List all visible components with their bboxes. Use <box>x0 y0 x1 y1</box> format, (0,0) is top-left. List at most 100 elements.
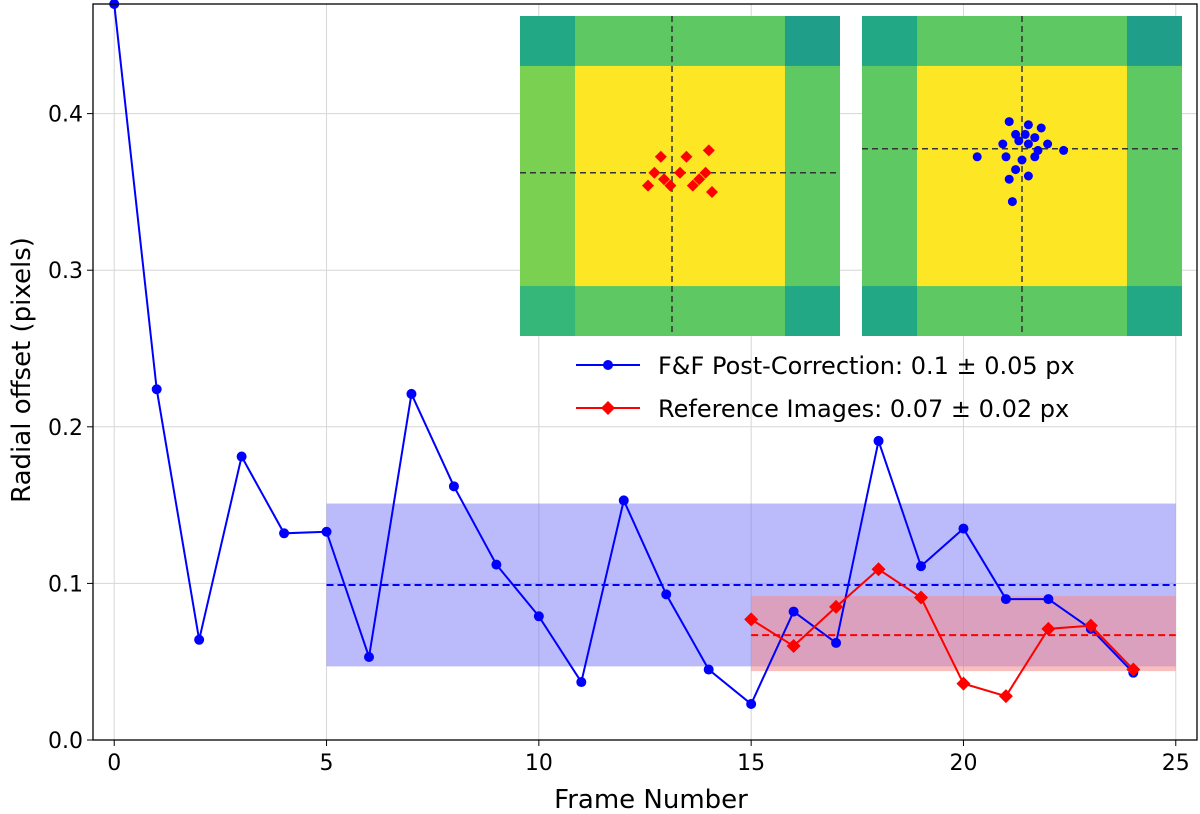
inset-point <box>1011 165 1021 175</box>
fnf-point <box>1043 594 1054 605</box>
fnf-point <box>703 664 714 675</box>
reference-point <box>956 676 971 691</box>
reference-error-band <box>751 595 1176 672</box>
fnf-point <box>151 384 162 395</box>
inset-point <box>1043 139 1053 149</box>
inset-edge-left <box>520 65 576 287</box>
x-tick-label: 10 <box>525 751 553 776</box>
y-axis-title: Radial offset (pixels) <box>7 237 37 503</box>
inset-point <box>1030 152 1040 162</box>
plot-frame <box>92 3 1198 741</box>
fnf-point <box>661 589 672 600</box>
inset-point <box>1036 123 1046 133</box>
fnf-point <box>958 523 969 534</box>
legend: F&F Post-Correction: 0.1 ± 0.05 px Refer… <box>576 352 1075 423</box>
fnf-point <box>448 481 459 492</box>
inset-point <box>1030 133 1040 143</box>
inset-point <box>648 166 661 179</box>
inset-point <box>1001 152 1011 162</box>
fnf-inset <box>862 16 1182 336</box>
fnf-point <box>916 561 926 572</box>
inset-point <box>1007 197 1017 207</box>
inset-corner <box>784 16 840 66</box>
tick-layer: 0 5 10 15 20 25 0.0 0.1 0.2 0.3 0.4 <box>48 103 1190 776</box>
band-layer <box>326 503 1176 672</box>
x-tick-label: 15 <box>737 751 765 776</box>
inset-point <box>699 166 712 179</box>
fnf-point <box>831 637 842 648</box>
series-layer <box>109 0 1176 709</box>
reference-point <box>998 689 1013 704</box>
inset-point <box>1004 117 1014 127</box>
inset-corner <box>862 16 918 66</box>
inset-point <box>693 173 706 186</box>
inset-point <box>1017 155 1027 165</box>
fnf-point <box>873 435 884 446</box>
inset-point <box>674 166 686 179</box>
y-tick-label: 0.2 <box>48 416 83 441</box>
inset-point <box>1023 120 1033 130</box>
fnf-point <box>406 388 417 399</box>
y-tick-label: 0.1 <box>48 572 83 597</box>
inset-point <box>1059 145 1069 155</box>
fnf-point <box>236 451 247 462</box>
x-axis-title: Frame Number <box>554 785 748 814</box>
legend-marker-reference <box>601 401 615 415</box>
fnf-point <box>491 559 502 570</box>
inset-corner <box>520 286 576 336</box>
inset-corner <box>862 286 918 336</box>
fnf-point <box>618 495 629 506</box>
inset-point <box>706 186 718 198</box>
inset-point <box>1004 174 1014 184</box>
reference-point <box>914 590 928 605</box>
inset-point <box>702 144 715 157</box>
inset-point <box>1020 129 1030 139</box>
x-tick-label: 25 <box>1162 751 1190 776</box>
y-tick-label: 0.4 <box>48 103 83 128</box>
reference-point <box>829 599 844 614</box>
fnf-point <box>1000 594 1011 605</box>
inset-point <box>680 150 693 163</box>
x-tick-label: 0 <box>107 751 121 776</box>
inset-corner <box>1126 16 1182 66</box>
inset-edge-left <box>862 65 918 287</box>
reference-point <box>1041 621 1056 636</box>
legend-marker-fnf <box>603 360 613 370</box>
y-tick-label: 0.0 <box>48 729 83 754</box>
reference-point <box>786 639 801 654</box>
reference-point <box>871 562 886 577</box>
inset-point <box>686 179 699 192</box>
reference-inset <box>520 16 840 336</box>
fnf-point <box>576 677 587 688</box>
fnf-point <box>194 634 205 645</box>
inset-point <box>664 179 677 192</box>
inset-point <box>654 150 667 163</box>
y-tick-label: 0.3 <box>48 259 83 284</box>
inset-corner <box>1126 286 1182 336</box>
inset-point <box>658 173 670 186</box>
reference-point <box>1083 618 1098 633</box>
inset-corner <box>784 286 840 336</box>
fnf-point <box>788 606 799 617</box>
fnf-point <box>364 652 374 663</box>
inset-point <box>998 139 1008 149</box>
inset-point <box>1023 139 1033 149</box>
reference-point <box>744 612 759 627</box>
legend-label-reference: Reference Images: 0.07 ± 0.02 px <box>658 395 1069 423</box>
inset-point <box>972 152 982 162</box>
fnf-point <box>279 528 290 539</box>
inset-point <box>1014 136 1024 146</box>
x-tick-label: 20 <box>949 751 977 776</box>
inset-point <box>1023 171 1033 181</box>
inset-corner <box>520 16 576 66</box>
inset-point <box>642 179 654 192</box>
fnf-point <box>533 611 544 622</box>
fnf-point <box>321 526 332 537</box>
reference-series-line <box>750 568 1135 698</box>
fnf-point <box>746 698 757 709</box>
reference-point <box>1126 662 1141 677</box>
legend-label-fnf: F&F Post-Correction: 0.1 ± 0.05 px <box>658 352 1075 380</box>
inset-layer <box>520 16 1182 336</box>
x-tick-label: 5 <box>320 751 334 776</box>
